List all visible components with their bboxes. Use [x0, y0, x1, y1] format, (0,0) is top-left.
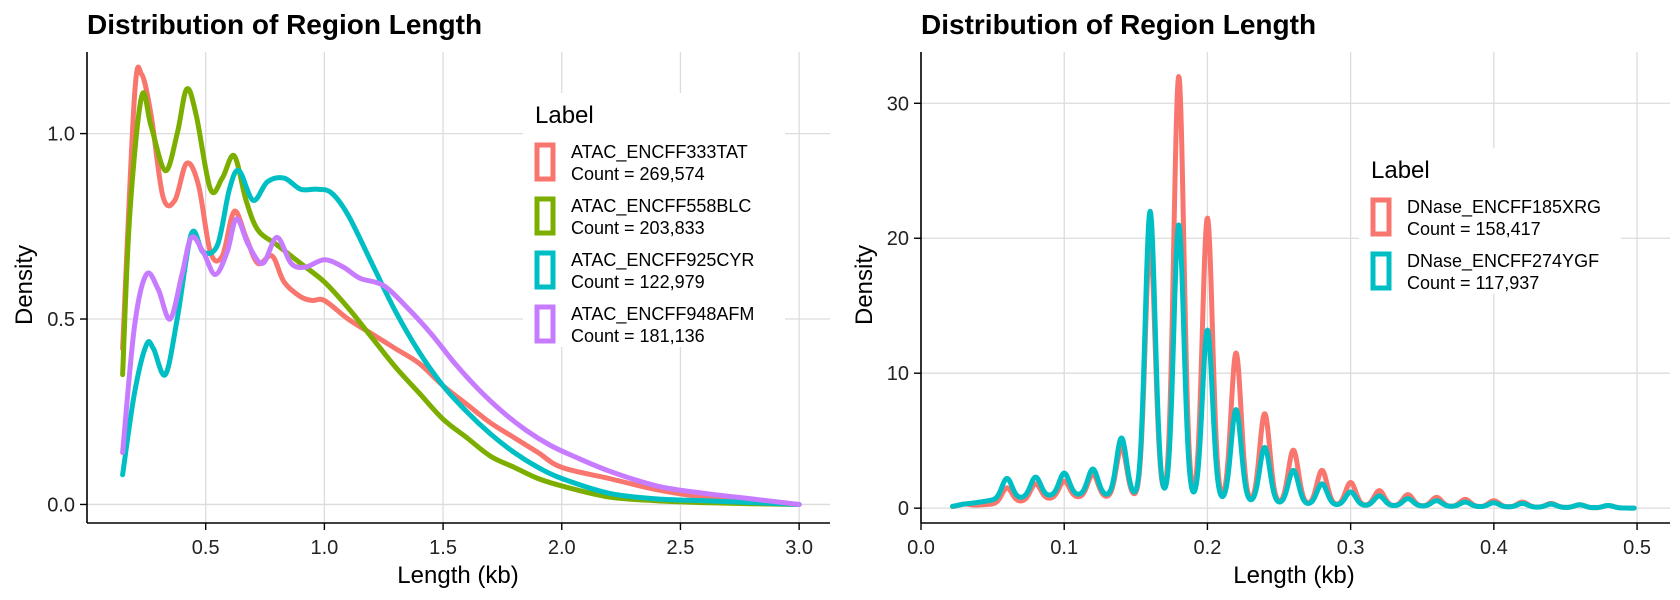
- right-chart-title: Distribution of Region Length: [921, 9, 1316, 40]
- legend-entry-name: ATAC_ENCFF558BLC: [571, 196, 751, 217]
- legend-entry-name: DNase_ENCFF185XRG: [1407, 197, 1601, 218]
- x-tick-label: 0.3: [1337, 537, 1365, 559]
- x-tick-label: 2.0: [548, 537, 576, 559]
- series-line-1: [120, 86, 802, 507]
- legend-entry-name: ATAC_ENCFF333TAT: [571, 142, 748, 163]
- y-tick-label: 20: [887, 228, 909, 250]
- legend-title: Label: [1371, 157, 1430, 184]
- x-tick-label: 0.4: [1480, 537, 1508, 559]
- right-chart-series: [950, 74, 1637, 511]
- left-chart-series: [120, 64, 802, 507]
- legend-entry-count: Count = 117,937: [1407, 273, 1539, 293]
- legend-key-swatch: [534, 142, 556, 182]
- x-tick-label: 0.5: [1623, 537, 1651, 559]
- legend-entry-name: ATAC_ENCFF925CYR: [571, 250, 754, 271]
- x-tick-label: 1.0: [310, 537, 338, 559]
- y-tick-label: 30: [887, 93, 909, 115]
- legend-key-swatch: [534, 304, 556, 344]
- legend-title: Label: [535, 102, 594, 129]
- legend-entry-count: Count = 203,833: [571, 218, 705, 238]
- right-chart-panel: Distribution of Region Length 0.0 0.1 0.2 0…: [851, 9, 1670, 589]
- right-chart-y-axis-title: Density: [851, 245, 878, 325]
- legend-entry-name: DNase_ENCFF274YGF: [1407, 251, 1599, 272]
- x-tick-label: 0.2: [1194, 537, 1222, 559]
- legend-entry-count: Count = 269,574: [571, 164, 705, 184]
- x-tick-label: 0.0: [907, 537, 935, 559]
- series-line-1: [950, 208, 1637, 511]
- y-tick-label: 1.0: [47, 124, 75, 146]
- y-tick-label: 0.5: [47, 309, 75, 331]
- x-tick-label: 0.5: [192, 537, 220, 559]
- left-chart-x-axis-title: Length (kb): [397, 562, 518, 589]
- legend-key-swatch: [1370, 197, 1392, 237]
- legend-key-swatch: [1370, 251, 1392, 291]
- left-chart-y-axis-title: Density: [11, 245, 38, 325]
- y-tick-label: 0.0: [47, 494, 75, 516]
- series-line-2: [120, 167, 802, 507]
- legend-key-swatch: [534, 250, 556, 290]
- x-tick-label: 2.5: [667, 537, 695, 559]
- legend-entry-count: Count = 122,979: [571, 272, 705, 292]
- left-chart-panel: Distribution of Region Length 0.5 1.0 1.5 2…: [11, 9, 830, 589]
- left-chart-title: Distribution of Region Length: [87, 9, 482, 40]
- legend-entry-name: ATAC_ENCFF948AFM: [571, 304, 754, 325]
- left-chart-axes: 0.5 1.0 1.5 2.0 2.5 3.0 0.0 0.5 1.0: [47, 52, 830, 559]
- legend-entry-count: Count = 158,417: [1407, 219, 1541, 239]
- x-tick-label: 0.1: [1050, 537, 1078, 559]
- x-tick-label: 3.0: [785, 537, 813, 559]
- right-chart-axes: 0.0 0.1 0.2 0.3 0.4 0.5 0 10 20 30: [887, 52, 1670, 559]
- series-line-0: [120, 64, 802, 507]
- legend-entry-count: Count = 181,136: [571, 326, 705, 346]
- legend-background: [1359, 148, 1621, 294]
- right-chart-x-axis-title: Length (kb): [1233, 562, 1354, 589]
- y-tick-label: 0: [898, 498, 909, 520]
- legend-key-swatch: [534, 196, 556, 236]
- series-line-3: [120, 216, 802, 507]
- legend-background: [523, 93, 785, 347]
- y-tick-label: 10: [887, 363, 909, 385]
- x-tick-label: 1.5: [429, 537, 457, 559]
